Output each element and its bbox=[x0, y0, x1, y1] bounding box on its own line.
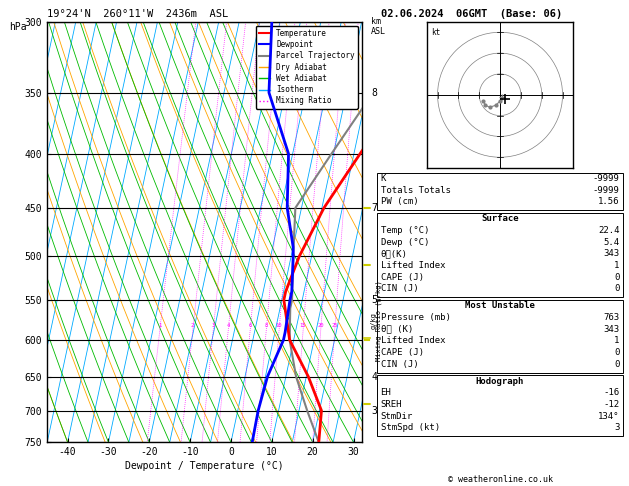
Text: 134°: 134° bbox=[598, 412, 620, 421]
Text: 10: 10 bbox=[276, 323, 282, 328]
Text: Dewp (°C): Dewp (°C) bbox=[381, 238, 429, 247]
X-axis label: Dewpoint / Temperature (°C): Dewpoint / Temperature (°C) bbox=[125, 461, 284, 471]
Text: Lifted Index: Lifted Index bbox=[381, 336, 445, 346]
Text: 4: 4 bbox=[371, 372, 377, 382]
Text: 25: 25 bbox=[331, 323, 338, 328]
Text: CAPE (J): CAPE (J) bbox=[381, 273, 423, 282]
Text: 02.06.2024  06GMT  (Base: 06): 02.06.2024 06GMT (Base: 06) bbox=[381, 9, 562, 19]
Text: 0: 0 bbox=[614, 348, 620, 357]
Text: 343: 343 bbox=[603, 325, 620, 334]
Text: EH: EH bbox=[381, 388, 391, 398]
Text: CAPE (J): CAPE (J) bbox=[381, 348, 423, 357]
Text: 3: 3 bbox=[211, 323, 214, 328]
Text: 1.56: 1.56 bbox=[598, 197, 620, 207]
Text: 3: 3 bbox=[614, 423, 620, 433]
Legend: Temperature, Dewpoint, Parcel Trajectory, Dry Adiabat, Wet Adiabat, Isotherm, Mi: Temperature, Dewpoint, Parcel Trajectory… bbox=[255, 26, 358, 108]
Text: 0: 0 bbox=[614, 284, 620, 294]
Text: 6: 6 bbox=[248, 323, 252, 328]
Text: 2: 2 bbox=[191, 323, 194, 328]
Text: CIN (J): CIN (J) bbox=[381, 284, 418, 294]
Text: 343: 343 bbox=[603, 249, 620, 259]
Text: Most Unstable: Most Unstable bbox=[465, 301, 535, 311]
Text: © weatheronline.co.uk: © weatheronline.co.uk bbox=[448, 474, 552, 484]
Text: 8: 8 bbox=[371, 87, 377, 98]
Text: Totals Totals: Totals Totals bbox=[381, 186, 450, 195]
Text: 1: 1 bbox=[158, 323, 161, 328]
Text: 5.4: 5.4 bbox=[603, 238, 620, 247]
Text: Hodograph: Hodograph bbox=[476, 377, 524, 386]
Text: 4: 4 bbox=[226, 323, 230, 328]
Text: 1: 1 bbox=[614, 261, 620, 270]
Text: PW (cm): PW (cm) bbox=[381, 197, 418, 207]
Text: Pressure (mb): Pressure (mb) bbox=[381, 313, 450, 322]
Text: 5: 5 bbox=[371, 295, 377, 305]
Text: StmSpd (kt): StmSpd (kt) bbox=[381, 423, 440, 433]
Text: km
ASL: km ASL bbox=[371, 17, 386, 36]
Text: Temp (°C): Temp (°C) bbox=[381, 226, 429, 235]
Text: 3: 3 bbox=[371, 406, 377, 416]
Text: CIN (J): CIN (J) bbox=[381, 360, 418, 369]
Text: 19°24'N  260°11'W  2436m  ASL: 19°24'N 260°11'W 2436m ASL bbox=[47, 9, 228, 19]
Text: Surface: Surface bbox=[481, 214, 519, 224]
Text: 0: 0 bbox=[614, 273, 620, 282]
Text: kt: kt bbox=[431, 28, 440, 37]
Text: -9999: -9999 bbox=[593, 174, 620, 183]
Text: g/kg: g/kg bbox=[370, 312, 377, 329]
Text: Lifted Index: Lifted Index bbox=[381, 261, 445, 270]
Text: Mixing Ratio (g/kg): Mixing Ratio (g/kg) bbox=[376, 280, 382, 361]
Text: 1: 1 bbox=[614, 336, 620, 346]
Text: 22.4: 22.4 bbox=[598, 226, 620, 235]
Text: SREH: SREH bbox=[381, 400, 402, 409]
Text: K: K bbox=[381, 174, 386, 183]
Text: -16: -16 bbox=[603, 388, 620, 398]
Text: 15: 15 bbox=[300, 323, 306, 328]
Text: StmDir: StmDir bbox=[381, 412, 413, 421]
Text: -9999: -9999 bbox=[593, 186, 620, 195]
Text: -12: -12 bbox=[603, 400, 620, 409]
Text: 0: 0 bbox=[614, 360, 620, 369]
Text: 7: 7 bbox=[371, 203, 377, 213]
Text: θᴇ (K): θᴇ (K) bbox=[381, 325, 413, 334]
Text: 8: 8 bbox=[264, 323, 268, 328]
Text: θᴇ(K): θᴇ(K) bbox=[381, 249, 408, 259]
Text: 763: 763 bbox=[603, 313, 620, 322]
Text: 20: 20 bbox=[318, 323, 324, 328]
Text: hPa: hPa bbox=[9, 22, 27, 32]
